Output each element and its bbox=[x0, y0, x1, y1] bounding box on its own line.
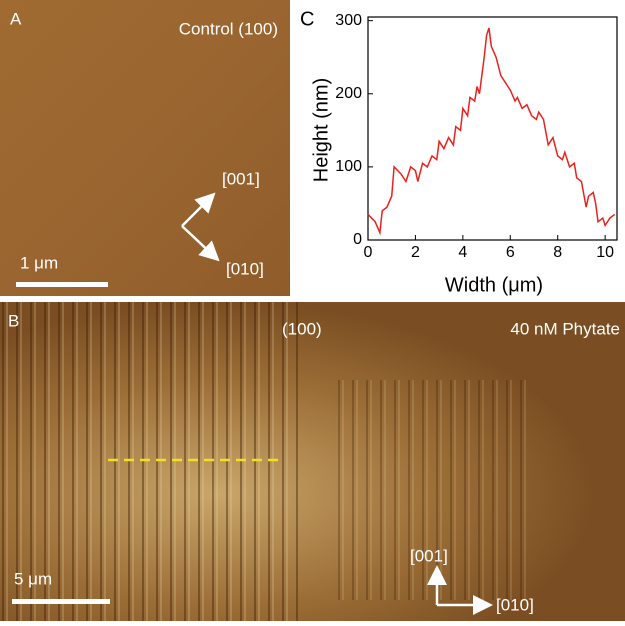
direction-label: [001] bbox=[222, 169, 260, 188]
direction-label: [001] bbox=[410, 546, 448, 565]
y-tick-label: 0 bbox=[353, 231, 362, 248]
y-axis-label: Height (nm) bbox=[310, 78, 332, 182]
panel-label: B bbox=[8, 311, 19, 330]
step-texture bbox=[330, 380, 530, 600]
y-tick-label: 100 bbox=[335, 158, 362, 175]
profile-line bbox=[368, 28, 615, 233]
x-tick-label: 4 bbox=[458, 244, 467, 261]
scale-bar-label: 5 μm bbox=[14, 569, 52, 588]
direction-label: [010] bbox=[226, 259, 264, 278]
scale-bar bbox=[12, 599, 110, 604]
x-tick-label: 6 bbox=[506, 244, 515, 261]
face-label: (100) bbox=[282, 319, 322, 338]
x-tick-label: 0 bbox=[364, 244, 373, 261]
x-tick-label: 8 bbox=[553, 244, 562, 261]
panel-title: Control (100) bbox=[179, 19, 278, 38]
figure: A Control (100) [001] [010] 1 μm B (100)… bbox=[0, 0, 625, 621]
y-tick-label: 200 bbox=[335, 85, 362, 102]
panel-label: A bbox=[10, 9, 22, 28]
x-tick-label: 10 bbox=[596, 244, 614, 261]
y-tick-label: 300 bbox=[335, 12, 362, 29]
x-tick-label: 2 bbox=[411, 244, 420, 261]
panel-label: C bbox=[300, 8, 314, 30]
scale-bar-label: 1 μm bbox=[20, 253, 58, 272]
afm-image-a bbox=[0, 0, 290, 296]
scale-bar bbox=[16, 282, 108, 287]
panel-title: 40 nM Phytate bbox=[510, 319, 620, 338]
x-axis-label: Width (μm) bbox=[445, 274, 543, 296]
direction-label: [010] bbox=[496, 595, 534, 614]
